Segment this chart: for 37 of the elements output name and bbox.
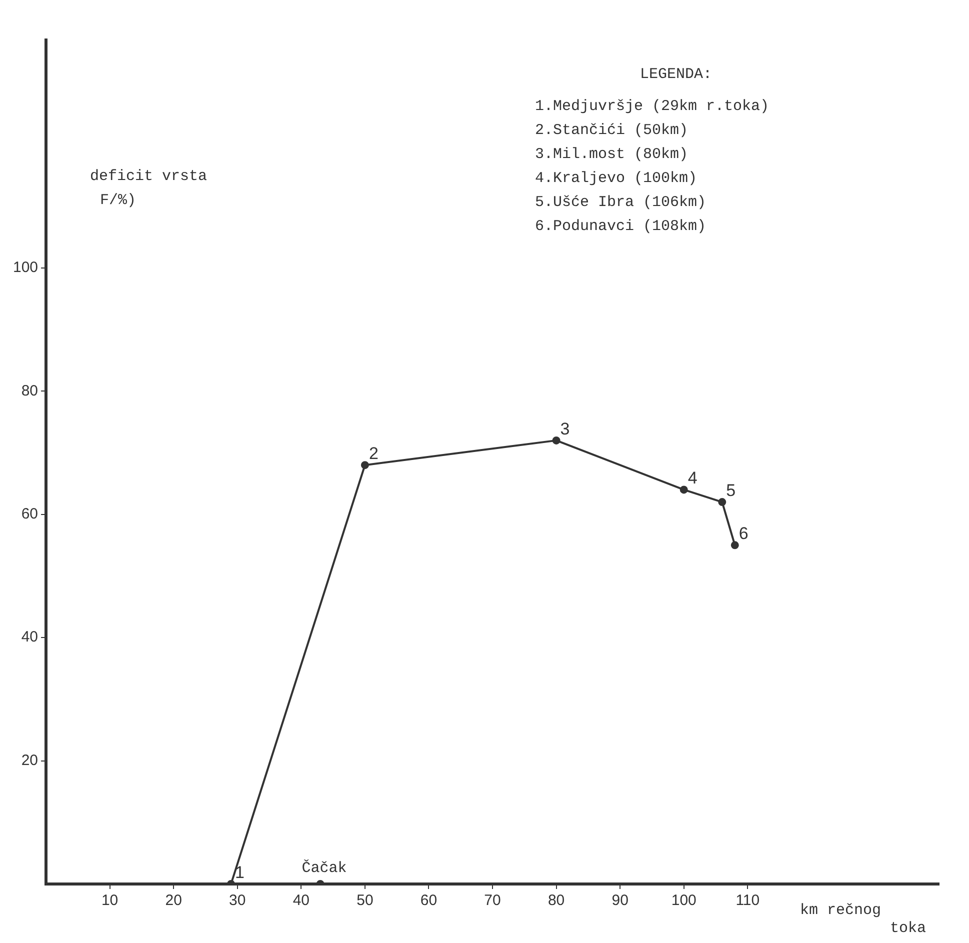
y-tick-label: 20 — [21, 752, 38, 769]
x-tick-label: 90 — [612, 892, 628, 910]
x-tick-label: 70 — [484, 892, 501, 910]
series-label: Čačak — [302, 859, 347, 877]
point — [730, 541, 739, 550]
y-axis-title: deficit vrsta F/%) — [90, 168, 208, 209]
x-axis-title: km rečnog toka — [800, 902, 926, 937]
y-tick-label: 40 — [21, 628, 38, 646]
annotation: LEGENDA: — [640, 66, 712, 83]
x-tick-label: 110 — [736, 892, 760, 910]
y-tick-label: 100 — [12, 259, 38, 276]
x-tick-label: 50 — [356, 892, 374, 910]
x-tick-label: 10 — [101, 892, 118, 910]
annotation: 4 — [688, 468, 698, 488]
annotation: 6.Podunavci (108km) — [535, 218, 706, 235]
annotation: 1.Medjuvršje (29km r.toka) — [535, 98, 770, 115]
x-tick-label: 80 — [548, 892, 565, 910]
point — [552, 436, 560, 444]
y-tick-label: 60 — [21, 506, 38, 523]
x-tick-label: 100 — [671, 892, 696, 910]
annotation: 5 — [726, 481, 736, 500]
annotation: 3.Mil.most (80km) — [535, 146, 688, 163]
x-tick-label: 40 — [292, 892, 310, 910]
x-tick-label: 60 — [420, 892, 438, 910]
y-tick-label: 80 — [21, 382, 38, 400]
annotation: 5.Ušće Ibra (106km) — [535, 194, 706, 211]
point — [680, 486, 688, 494]
annotation: 2 — [368, 444, 378, 464]
annotation: 4.Kraljevo (100km) — [535, 170, 698, 187]
annotation: 3 — [560, 419, 570, 438]
x-tick-label: 20 — [165, 892, 182, 910]
annotation: 2.Stančići (50km) — [535, 122, 688, 139]
x-tick-label: 30 — [229, 892, 246, 910]
annotation: 1 — [235, 863, 244, 882]
annotation: 6 — [738, 524, 748, 544]
point — [360, 461, 369, 470]
point — [718, 498, 726, 506]
